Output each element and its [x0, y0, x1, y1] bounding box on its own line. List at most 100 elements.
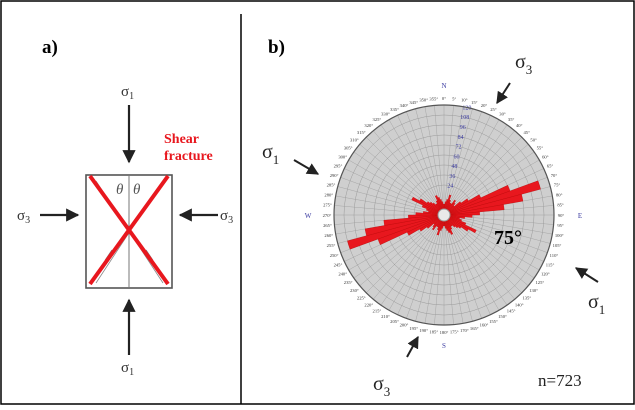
rose-spoke	[373, 222, 438, 300]
rose-degree-label: 30°	[499, 111, 506, 116]
rose-radial-label: 120	[462, 105, 471, 111]
n-count-label: n=723	[538, 371, 582, 390]
rose-spoke	[449, 124, 508, 207]
rose-spoke	[373, 130, 438, 208]
rose-spoke	[446, 108, 473, 206]
rose-degree-label: 200°	[400, 323, 409, 328]
sigma1-right-label: σ1	[588, 291, 605, 317]
rose-spoke	[447, 111, 482, 206]
rose-spoke	[415, 224, 442, 322]
rose-degree-label: 65°	[547, 163, 554, 168]
rose-degree-label: 180°	[440, 330, 449, 335]
rose-spoke	[397, 223, 440, 315]
rose-degree-label: 185°	[429, 329, 438, 334]
rose-degree-label: 240°	[338, 271, 347, 276]
sigma1-right-arrow	[574, 267, 599, 283]
sigma1-top-label: σ1	[121, 84, 134, 102]
rose-spoke	[453, 216, 553, 235]
rose-degree-label: 100°	[555, 233, 564, 238]
sigma1-left-label: σ1	[262, 141, 279, 167]
rose-spoke	[450, 222, 515, 300]
rose-degree-label: 300°	[338, 154, 347, 159]
rose-degree-label: 255°	[327, 243, 336, 248]
panel-b: b) 0° 5° 10° 15°20°25°30°35°40°45° 50°55° 60°…	[262, 37, 605, 399]
rose-spoke	[359, 144, 437, 209]
sigma1-left-arrow	[293, 159, 320, 175]
rose-degree-label: 5°	[452, 96, 456, 101]
rose-radial-label: 48	[451, 164, 457, 170]
compass-north: N	[441, 82, 446, 90]
rose-degree-label: 305°	[344, 146, 353, 151]
rose-spoke	[449, 223, 508, 306]
rose-spoke	[453, 218, 548, 253]
rose-radial-label: 84	[458, 135, 464, 141]
shear-label-line1: Shear	[164, 132, 199, 147]
rose-spoke	[424, 224, 443, 324]
rose-radial-labels: 24 36 48 60 72 84 96 108 120	[447, 105, 471, 189]
sigma3-right-label: σ3	[220, 208, 233, 226]
rose-degree-label: 130°	[529, 288, 538, 293]
rose-radial-label: 24	[447, 184, 453, 190]
rose-degree-label: 55°	[537, 146, 544, 151]
rose-degree-label: 170°	[460, 328, 469, 333]
rose-degree-label: 95°	[557, 223, 564, 228]
rose-spoke	[444, 105, 454, 206]
rose-radial-label: 96	[460, 125, 466, 131]
sigma3-top-arrow	[496, 82, 511, 105]
rose-degree-label: 330°	[381, 111, 390, 116]
rose-spoke	[448, 119, 500, 207]
rose-diagram: 0° 5° 10° 15°20°25°30°35°40°45° 50°55° 60° 65°…	[305, 82, 582, 350]
rose-degree-label: 310°	[350, 138, 359, 143]
rose-radial-label: 72	[456, 145, 462, 151]
rose-degree-label: 160°	[480, 323, 489, 328]
rose-spoke	[388, 119, 440, 207]
panel-a-label: a)	[42, 37, 58, 58]
rose-degree-label: 335°	[390, 107, 399, 112]
rose-degree-label: 340°	[400, 103, 409, 108]
rose-degree-label: 205°	[390, 319, 399, 324]
rose-degree-label: 355°	[429, 96, 438, 101]
sigma3-top-label: σ3	[515, 51, 532, 77]
rose-degree-label: 115°	[546, 262, 555, 267]
rose-spoke	[380, 223, 439, 306]
rose-degree-label: 50°	[530, 138, 537, 143]
rose-degree-label: 80°	[556, 192, 563, 197]
rose-degree-label: 350°	[419, 98, 428, 103]
shear-fracture-line-2	[88, 174, 170, 286]
rose-spoke	[424, 106, 443, 206]
rose-spoke	[415, 108, 442, 206]
rose-degree-label: 165°	[470, 326, 479, 331]
rose-degree-label: 150°	[498, 314, 507, 319]
rose-degree-label: 225°	[357, 296, 366, 301]
rose-degree-label: 70°	[551, 173, 558, 178]
rose-spoke	[448, 223, 500, 311]
sigma3-bottom-label: σ3	[373, 373, 390, 399]
rose-degree-label: 290°	[330, 173, 339, 178]
rose-degree-label: 145°	[507, 309, 516, 314]
rose-degree-label: 105°	[553, 243, 562, 248]
rose-degree-label: 250°	[330, 253, 339, 258]
theta-label-left: θ	[116, 182, 124, 198]
rose-spoke	[335, 195, 435, 214]
rose-spoke	[434, 224, 444, 325]
rose-degree-label: 315°	[357, 130, 366, 135]
rose-degree-label: 155°	[489, 319, 498, 324]
compass-south: S	[442, 342, 446, 350]
rose-degree-label: 120°	[541, 271, 550, 276]
rose-degree-label: 60°	[542, 154, 549, 159]
rose-degree-label: 110°	[550, 253, 559, 258]
rose-spoke	[366, 137, 438, 209]
rose-degree-label: 0°	[442, 96, 446, 101]
rose-petals	[347, 180, 541, 250]
rose-degree-label: 10°	[461, 98, 468, 103]
rose-spoke	[445, 106, 464, 206]
rose-spoke	[448, 115, 491, 207]
rose-spoke	[337, 186, 435, 213]
rose-degree-label: 190°	[419, 328, 428, 333]
sigma1-bottom-label: σ1	[121, 360, 134, 378]
rose-degree-label: 235°	[344, 280, 353, 285]
rose-spoke	[340, 177, 435, 212]
rose-degree-label: 90°	[558, 213, 565, 218]
